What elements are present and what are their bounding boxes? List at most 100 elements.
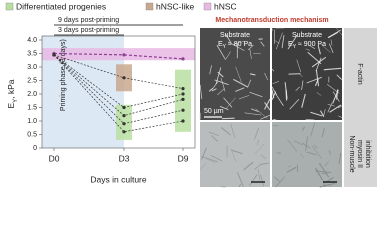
y-tick-label: 1.5 xyxy=(27,104,37,111)
fiber xyxy=(231,149,243,155)
row-label: inhibition xyxy=(364,140,371,168)
fiber xyxy=(217,71,224,78)
fiber xyxy=(287,165,292,168)
fiber xyxy=(260,41,265,47)
fiber xyxy=(220,77,226,92)
fiber xyxy=(249,73,256,76)
fiber xyxy=(256,139,260,146)
fiber xyxy=(300,153,304,158)
data-point xyxy=(122,53,126,57)
fiber xyxy=(338,152,342,165)
fiber xyxy=(249,91,263,98)
data-point xyxy=(181,87,185,91)
fiber xyxy=(314,78,319,87)
fiber xyxy=(298,73,303,78)
fiber xyxy=(224,33,232,44)
fiber xyxy=(260,114,271,120)
fiber xyxy=(247,79,252,87)
y-tick-label: 3.0 xyxy=(27,64,37,71)
fiber xyxy=(289,98,300,110)
fiber xyxy=(327,102,333,113)
fiber xyxy=(337,105,343,109)
fiber xyxy=(302,126,306,131)
fiber xyxy=(217,88,225,96)
y-axis-unit: , kPa xyxy=(6,79,16,99)
fiber xyxy=(233,78,249,88)
legend-label: hNSC xyxy=(214,1,237,11)
fiber xyxy=(223,97,233,108)
fiber xyxy=(328,150,331,156)
fiber xyxy=(273,176,280,182)
data-point xyxy=(122,105,126,110)
image-texture xyxy=(199,27,343,188)
fiber xyxy=(336,27,343,36)
y-tick-label: 3.5 xyxy=(27,50,37,57)
fiber xyxy=(260,162,269,165)
fiber xyxy=(254,143,265,155)
fiber xyxy=(313,144,318,149)
fiber xyxy=(319,182,335,188)
fiber xyxy=(315,69,320,87)
fiber xyxy=(284,82,288,99)
fiber xyxy=(317,45,321,55)
image-80pa-factin xyxy=(200,28,270,120)
fiber xyxy=(306,76,322,84)
fiber xyxy=(329,104,342,113)
row-label-background xyxy=(344,28,377,187)
column-condition: EY ≈ 900 Pa xyxy=(288,41,326,50)
fiber xyxy=(272,119,277,121)
fiber xyxy=(208,88,214,92)
fiber xyxy=(318,162,330,178)
fiber xyxy=(257,168,261,181)
fiber xyxy=(315,170,332,174)
column-condition: EY ≈ 80 Pa xyxy=(218,41,252,50)
fiber xyxy=(230,123,236,139)
fiber xyxy=(214,79,229,86)
fiber xyxy=(238,183,242,188)
fiber xyxy=(296,59,302,73)
scale-bar-label: 50 µm xyxy=(204,108,224,115)
data-point xyxy=(181,92,185,96)
data-point xyxy=(181,108,185,112)
fiber xyxy=(249,174,258,187)
fiber xyxy=(260,174,265,187)
fiber xyxy=(315,167,323,181)
fiber xyxy=(328,43,334,54)
legend-label: Differentiated progenies xyxy=(16,1,106,11)
fiber xyxy=(236,172,244,187)
y-axis-symbol: E xyxy=(6,103,16,109)
fiber xyxy=(201,156,218,163)
fiber xyxy=(308,44,316,49)
fiber xyxy=(306,151,317,156)
data-point xyxy=(122,76,126,80)
legend-label: hNSC-like xyxy=(156,1,195,11)
condition-value: ≈ 80 Pa xyxy=(226,41,252,48)
series-line xyxy=(53,54,184,133)
fiber xyxy=(220,127,231,136)
fiber xyxy=(336,74,343,80)
data-point xyxy=(181,97,185,101)
fiber xyxy=(332,89,339,104)
fiber xyxy=(311,56,327,68)
fiber xyxy=(208,131,219,136)
fiber xyxy=(219,105,229,111)
fiber xyxy=(271,68,275,72)
column-label: Substrate xyxy=(220,32,250,39)
fiber xyxy=(295,86,300,92)
fiber xyxy=(305,136,308,151)
fiber xyxy=(301,93,306,108)
row-label: F-actin xyxy=(356,63,363,85)
fiber xyxy=(211,88,217,92)
data-point xyxy=(122,122,126,126)
fiber xyxy=(205,158,216,164)
fiber xyxy=(264,98,271,110)
fiber xyxy=(210,135,218,142)
y-axis-subscript: Y xyxy=(13,99,19,103)
fiber xyxy=(332,91,340,102)
column-label: Substrate xyxy=(292,32,322,39)
fiber xyxy=(244,112,262,116)
fiber xyxy=(281,35,285,49)
data-point xyxy=(181,57,185,61)
x-tick-label: D9 xyxy=(178,153,189,163)
fiber xyxy=(238,95,250,100)
